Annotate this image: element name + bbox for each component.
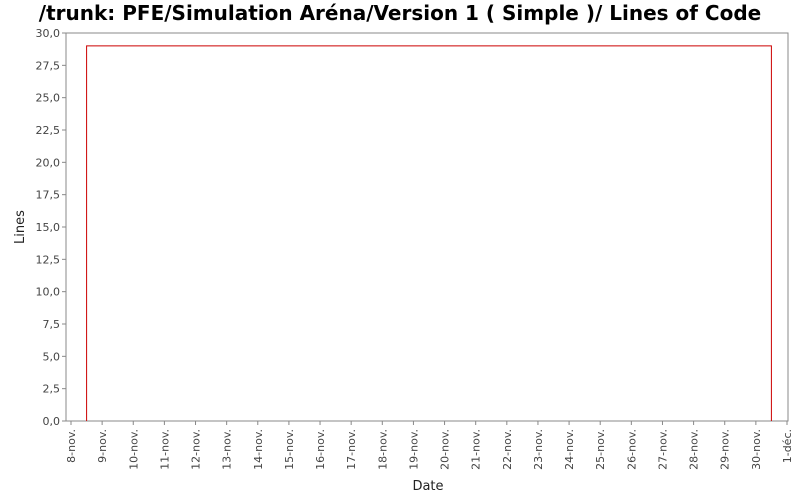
x-tick-label: 20-nov. (439, 429, 452, 470)
x-tick-label: 8-nov. (65, 429, 78, 463)
y-tick-label: 17,5 (36, 189, 61, 202)
x-tick-label: 28-nov. (688, 429, 701, 470)
x-tick-label: 22-nov. (501, 429, 514, 470)
x-tick-label: 26-nov. (625, 429, 638, 470)
y-tick-label: 2,5 (43, 383, 61, 396)
x-tick-label: 18-nov. (376, 429, 389, 470)
y-tick-label: 30,0 (36, 27, 61, 40)
x-axis: 8-nov. 9-nov. 10-nov. 11-nov. 12-nov. 13-nov.… (65, 421, 794, 470)
x-tick-label: 9-nov. (96, 429, 109, 463)
chart-title: /trunk: PFE/Simulation Aréna/Version 1 (… (38, 1, 762, 25)
y-tick-label: 0,0 (43, 415, 61, 428)
plot-area (65, 32, 789, 422)
y-tick-label: 20,0 (36, 156, 61, 169)
x-axis-title: Date (412, 479, 443, 494)
x-tick-label: 21-nov. (470, 429, 483, 470)
series-line-0 (86, 45, 772, 421)
x-tick-label: 13-nov. (221, 429, 234, 470)
x-tick-label: 10-nov. (127, 429, 140, 470)
x-tick-label: 25-nov. (594, 429, 607, 470)
x-tick-label: 19-nov. (407, 429, 420, 470)
y-axis: 0,0 2,5 5,0 7,5 10,0 12,5 15,0 17,5 20,0 22,5 25,0… (36, 27, 66, 428)
y-axis-title: Lines (13, 210, 28, 244)
x-tick-label: 16-nov. (314, 429, 327, 470)
x-tick-label: 24-nov. (563, 429, 576, 470)
x-tick-label: 29-nov. (719, 429, 732, 470)
y-tick-label: 7,5 (43, 318, 61, 331)
y-tick-label: 25,0 (36, 92, 61, 105)
x-tick-label: 23-nov. (532, 429, 545, 470)
x-tick-label: 14-nov. (252, 429, 265, 470)
y-tick-label: 27,5 (36, 59, 61, 72)
x-tick-label: 17-nov. (345, 429, 358, 470)
x-tick-label: 1-déc. (781, 429, 794, 463)
y-tick-label: 15,0 (36, 221, 61, 234)
series-layer (86, 45, 772, 421)
y-tick-label: 12,5 (36, 253, 61, 266)
y-tick-label: 22,5 (36, 124, 61, 137)
x-tick-label: 12-nov. (190, 429, 203, 470)
x-tick-label: 15-nov. (283, 429, 296, 470)
y-tick-label: 10,0 (36, 286, 61, 299)
x-tick-label: 11-nov. (158, 429, 171, 470)
x-tick-label: 30-nov. (750, 429, 763, 470)
y-tick-label: 5,0 (43, 350, 61, 363)
x-tick-label: 27-nov. (656, 429, 669, 470)
